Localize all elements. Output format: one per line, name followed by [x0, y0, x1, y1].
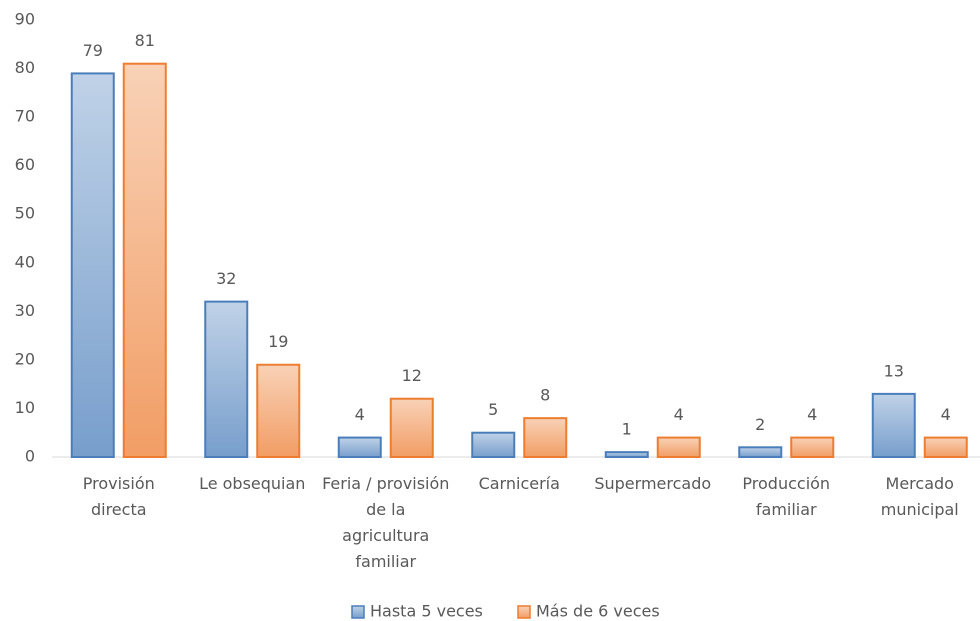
legend-label: Hasta 5 veces	[370, 602, 483, 621]
x-tick-label: Mercado municipal	[880, 474, 959, 519]
y-tick-label: 50	[15, 204, 35, 223]
legend-swatch	[351, 605, 365, 619]
bar	[122, 62, 167, 458]
bar	[871, 392, 916, 458]
bar	[790, 436, 835, 459]
bar	[256, 363, 301, 458]
data-label: 12	[402, 366, 422, 385]
x-tick-label: Provisión directa	[82, 474, 155, 519]
data-label: 4	[807, 405, 817, 424]
bar	[389, 397, 434, 459]
bar	[523, 417, 568, 458]
data-label: 79	[83, 41, 103, 60]
x-tick-label: Feria / provisión de la agricultura fami…	[322, 474, 450, 571]
data-label: 13	[884, 361, 904, 380]
bar	[923, 436, 968, 459]
legend-label: Más de 6 veces	[536, 602, 660, 621]
bar	[70, 72, 115, 459]
data-label: 19	[268, 332, 288, 351]
data-label: 4	[941, 405, 951, 424]
legend-swatch	[517, 605, 531, 619]
x-tick-label: Carnicería	[478, 474, 560, 493]
bar	[337, 436, 382, 459]
x-tick-label: Producción familiar	[742, 474, 831, 519]
data-label: 4	[355, 405, 365, 424]
y-tick-label: 80	[15, 58, 35, 77]
bar	[471, 431, 516, 459]
bar	[204, 300, 249, 458]
y-tick-label: 90	[15, 10, 35, 29]
data-label: 2	[755, 415, 765, 434]
bar	[738, 446, 783, 458]
bar	[604, 451, 649, 458]
data-label: 5	[488, 400, 498, 419]
x-tick-label: Supermercado	[594, 474, 712, 493]
y-tick-label: 70	[15, 107, 35, 126]
bar	[656, 436, 701, 459]
data-label: 8	[540, 386, 550, 405]
y-tick-label: 20	[15, 349, 35, 368]
y-tick-label: 30	[15, 301, 35, 320]
y-tick-label: 40	[15, 252, 35, 271]
data-label: 1	[622, 420, 632, 439]
y-tick-label: 0	[25, 447, 35, 466]
data-label: 32	[216, 269, 236, 288]
data-label: 4	[674, 405, 684, 424]
y-tick-label: 10	[15, 398, 35, 417]
y-tick-label: 60	[15, 155, 35, 174]
data-label: 81	[135, 31, 155, 50]
x-tick-label: Le obsequian	[199, 474, 306, 493]
